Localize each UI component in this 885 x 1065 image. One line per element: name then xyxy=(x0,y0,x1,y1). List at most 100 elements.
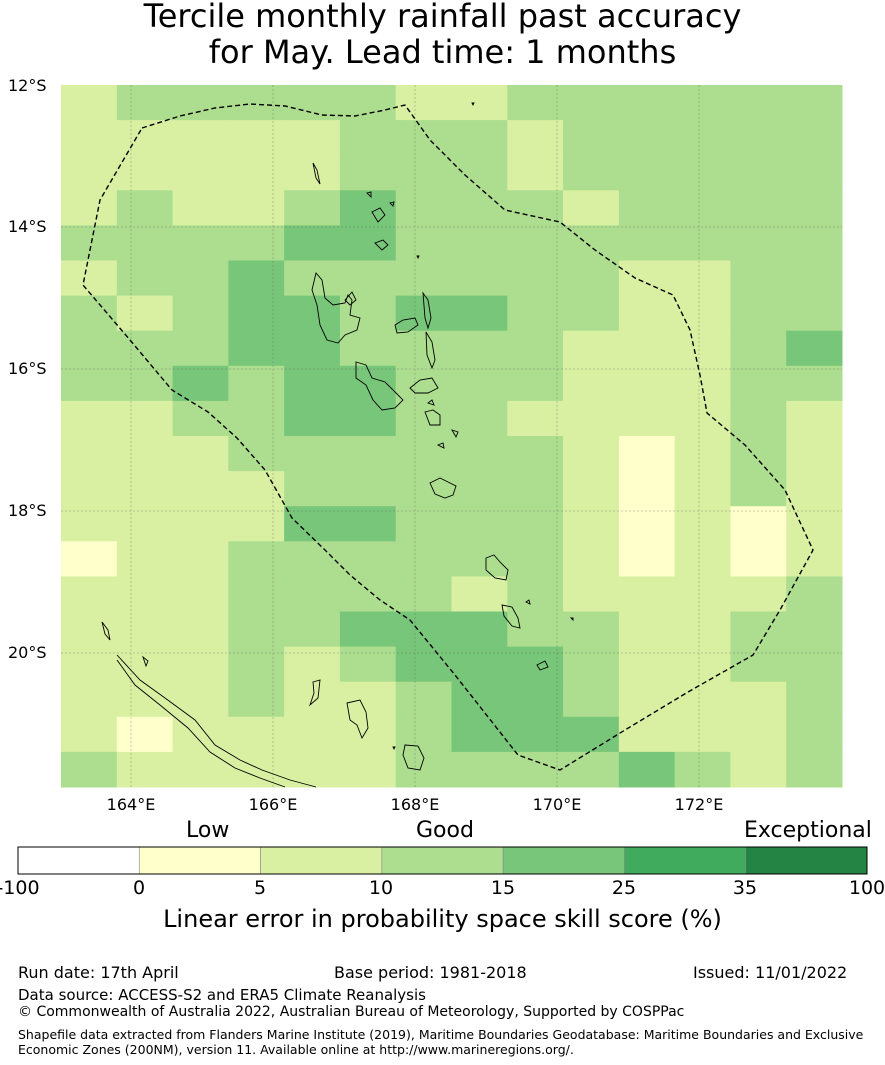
grid-cell xyxy=(395,260,452,297)
grid-cell xyxy=(228,400,285,437)
grid-cell xyxy=(61,155,118,191)
grid-cell xyxy=(228,751,285,788)
grid-cell xyxy=(674,471,731,507)
grid-cell xyxy=(618,541,676,577)
island-ambae xyxy=(394,317,419,334)
grid-cell xyxy=(674,716,731,753)
grid-cell xyxy=(172,330,229,367)
grid-cell xyxy=(61,471,118,507)
grid-cell xyxy=(618,190,676,226)
grid-cell xyxy=(507,751,564,788)
grid-cell xyxy=(395,576,452,612)
grid-cell xyxy=(730,751,787,788)
grid-cell xyxy=(339,85,397,121)
island-merelava xyxy=(416,255,420,260)
grid-cell xyxy=(451,190,508,226)
grid-cell xyxy=(116,225,174,261)
shapefile-credit-line1: Shapefile data extracted from Flanders M… xyxy=(18,1027,864,1042)
grid-cell xyxy=(339,120,397,156)
grid-cell xyxy=(339,681,397,718)
grid-cell xyxy=(563,225,620,261)
grid-cell xyxy=(61,365,118,402)
grid-cell xyxy=(395,85,452,121)
map-canvas xyxy=(61,85,843,788)
grid-cell xyxy=(507,400,564,437)
grid-cell xyxy=(451,751,508,788)
grid-cell xyxy=(563,330,620,367)
grid-cell xyxy=(339,471,397,507)
grid-cell xyxy=(228,506,285,542)
grid-cell xyxy=(507,120,564,156)
grid-cell xyxy=(730,716,787,753)
grid-cell xyxy=(284,400,341,437)
grid-cell xyxy=(451,436,508,472)
island-beautemps xyxy=(309,679,321,707)
grid-cell xyxy=(730,646,787,683)
grid-cell xyxy=(786,365,843,402)
grid-cell xyxy=(284,541,341,577)
grid-cell xyxy=(116,330,174,367)
grid-cell xyxy=(228,260,285,297)
cb-tick-35: 35 xyxy=(732,877,758,899)
grid-cell xyxy=(116,716,174,753)
grid-cell xyxy=(507,541,564,577)
grid-cell xyxy=(786,506,843,542)
island-emae xyxy=(436,442,445,449)
data-source: Data source: ACCESS-S2 and ERA5 Climate … xyxy=(18,986,426,1004)
grid-cell xyxy=(116,365,174,402)
grid-cell xyxy=(339,436,397,472)
grid-cell xyxy=(395,471,452,507)
grid-cell xyxy=(284,155,341,191)
grid-cell xyxy=(284,225,341,261)
skill-grid xyxy=(61,85,843,788)
grid-cell xyxy=(786,225,843,261)
grid-cell xyxy=(172,646,229,683)
island-ureparapara xyxy=(366,191,372,199)
run-date: Run date: 17th April xyxy=(18,963,179,982)
grid-cell xyxy=(674,190,731,226)
island-futuna xyxy=(569,617,574,622)
grid-cell xyxy=(395,365,452,402)
grid-cell xyxy=(786,751,843,788)
grid-cell xyxy=(507,295,564,332)
grid-cell xyxy=(730,85,787,121)
grid-cell xyxy=(395,646,452,683)
grid-cell xyxy=(395,436,452,472)
grid-cell xyxy=(563,576,620,612)
grid-cell xyxy=(228,85,285,121)
lon-label-168e: 168°E xyxy=(390,795,440,814)
grid-cell xyxy=(228,190,285,226)
island-gaua xyxy=(374,239,389,251)
grid-cell xyxy=(284,436,341,472)
grid-cell xyxy=(61,85,118,121)
grid-cell xyxy=(674,541,731,577)
grid-cell xyxy=(339,155,397,191)
grid-cell xyxy=(786,611,843,648)
grid-cell xyxy=(395,330,452,367)
lat-label-18s: 18°S xyxy=(8,501,47,520)
grid-cell xyxy=(563,295,620,332)
grid-cell xyxy=(786,436,843,472)
grid-cell xyxy=(730,436,787,472)
island-small-north xyxy=(471,102,475,107)
island-malo xyxy=(344,291,357,306)
grid-cell xyxy=(507,681,564,718)
grid-cell xyxy=(618,611,676,648)
grid-cell xyxy=(116,120,174,156)
island-torres xyxy=(312,162,321,185)
grid-cell xyxy=(116,471,174,507)
grid-cell xyxy=(786,120,843,156)
grid-cell xyxy=(618,295,676,332)
island-pentecost xyxy=(425,331,436,370)
grid-cell xyxy=(61,611,118,648)
category-exceptional: Exceptional xyxy=(744,818,872,843)
grid-cell xyxy=(618,120,676,156)
colorbar-segments xyxy=(17,846,868,875)
grid-cell xyxy=(61,576,118,612)
island-aneityum xyxy=(536,660,549,671)
colorbar-segment xyxy=(260,846,383,875)
grid-cell xyxy=(172,190,229,226)
grid-cell xyxy=(116,506,174,542)
grid-cell xyxy=(395,225,452,261)
grid-cell xyxy=(228,716,285,753)
